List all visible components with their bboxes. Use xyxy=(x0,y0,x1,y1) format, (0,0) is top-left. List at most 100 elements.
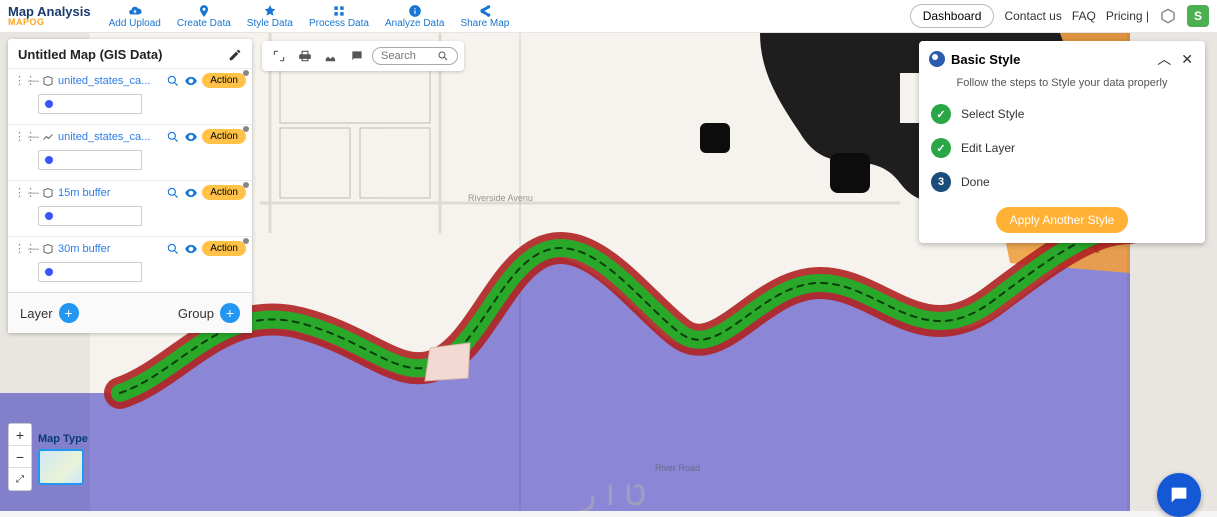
expand-handle-icon[interactable]: — xyxy=(28,243,38,255)
map-search[interactable] xyxy=(372,47,458,65)
fullscreen-button[interactable] xyxy=(268,45,290,67)
nav-create-data[interactable]: Create Data xyxy=(173,4,235,29)
nav-style-data[interactable]: Style Data xyxy=(243,4,297,29)
layer-swatch[interactable] xyxy=(38,94,142,114)
layer-name[interactable]: united_states_ca... xyxy=(58,75,162,87)
apply-another-style-button[interactable]: Apply Another Style xyxy=(996,207,1129,233)
svg-text:Riverside Avenu: Riverside Avenu xyxy=(468,193,533,203)
nav-add-upload[interactable]: Add Upload xyxy=(105,4,165,29)
right-nav: Dashboard Contact us FAQ Pricing | S xyxy=(910,4,1209,28)
layer-swatch[interactable] xyxy=(38,206,142,226)
cube-icon[interactable] xyxy=(1159,7,1177,25)
layer-swatch[interactable] xyxy=(38,150,142,170)
pricing-link[interactable]: Pricing | xyxy=(1106,9,1149,23)
swatch-color-icon xyxy=(45,100,53,108)
top-nav: Map Analysis MAPOG Add Upload Create Dat… xyxy=(0,0,1217,33)
comment-icon xyxy=(350,49,364,63)
zoom-out-button[interactable]: − xyxy=(9,446,31,468)
add-layer-button[interactable]: Layer + xyxy=(20,303,79,323)
nav-share-map[interactable]: Share Map xyxy=(456,4,513,29)
layer-row: ⋮⋮ — 30m buffer Action xyxy=(8,236,252,292)
drag-handle-icon[interactable]: ⋮⋮ xyxy=(14,74,24,87)
nav-label: Analyze Data xyxy=(385,18,444,29)
analyze-icon xyxy=(408,4,422,18)
layer-name[interactable]: 30m buffer xyxy=(58,243,162,255)
pin-icon xyxy=(197,4,211,18)
zoom-to-layer-icon[interactable] xyxy=(166,74,180,88)
style-panel: Basic Style ︿ ✕ Follow the steps to Styl… xyxy=(919,41,1205,243)
check-icon: ✓ xyxy=(931,104,951,124)
layer-swatch[interactable] xyxy=(38,262,142,282)
chat-icon xyxy=(1168,484,1190,506)
footer-layer-label: Layer xyxy=(20,306,53,321)
layer-action-button[interactable]: Action xyxy=(202,73,246,88)
layer-action-button[interactable]: Action xyxy=(202,241,246,256)
expand-handle-icon[interactable]: — xyxy=(28,187,38,199)
search-input[interactable] xyxy=(381,50,431,62)
style-step[interactable]: ✓ Edit Layer xyxy=(919,131,1205,165)
plus-icon: + xyxy=(220,303,240,323)
layer-name[interactable]: united_states_ca... xyxy=(58,131,162,143)
edit-icon[interactable] xyxy=(228,48,242,62)
zoom-to-layer-icon[interactable] xyxy=(166,242,180,256)
layer-name[interactable]: 15m buffer xyxy=(58,187,162,199)
contact-link[interactable]: Contact us xyxy=(1004,9,1061,23)
add-group-button[interactable]: Group + xyxy=(178,303,240,323)
layer-action-button[interactable]: Action xyxy=(202,129,246,144)
nav-items: Add Upload Create Data Style Data Proces… xyxy=(105,4,514,29)
style-step[interactable]: 3Done xyxy=(919,165,1205,199)
dashboard-button[interactable]: Dashboard xyxy=(910,4,995,28)
check-icon: ✓ xyxy=(931,138,951,158)
user-avatar[interactable]: S xyxy=(1187,5,1209,27)
zoom-to-layer-icon[interactable] xyxy=(166,130,180,144)
nav-analyze-data[interactable]: Analyze Data xyxy=(381,4,448,29)
nav-label: Add Upload xyxy=(109,18,161,29)
measure-button[interactable] xyxy=(320,45,342,67)
step-label: Done xyxy=(961,175,990,189)
layer-action-button[interactable]: Action xyxy=(202,185,246,200)
comment-button[interactable] xyxy=(346,45,368,67)
style-panel-icon xyxy=(929,51,945,67)
layer-row: ⋮⋮ — 15m buffer Action xyxy=(8,180,252,236)
cloud-upload-icon xyxy=(128,4,142,18)
svg-text:ט ו ر: ט ו ر xyxy=(578,475,646,511)
measure-icon xyxy=(324,49,338,63)
map-toolbar xyxy=(262,41,464,71)
visibility-toggle-icon[interactable] xyxy=(184,130,198,144)
polygon-layer-icon xyxy=(42,243,54,255)
step-label: Select Style xyxy=(961,107,1024,121)
expand-handle-icon[interactable]: — xyxy=(28,131,38,143)
map-type-label: Map Type xyxy=(38,433,88,445)
layer-row: ⋮⋮ — united_states_ca... Action xyxy=(8,68,252,124)
nav-label: Create Data xyxy=(177,18,231,29)
polygon-layer-icon xyxy=(42,187,54,199)
print-icon xyxy=(298,49,312,63)
zoom-in-button[interactable]: + xyxy=(9,424,31,446)
drag-handle-icon[interactable]: ⋮⋮ xyxy=(14,130,24,143)
map-title: Untitled Map (GIS Data) xyxy=(18,47,162,62)
visibility-toggle-icon[interactable] xyxy=(184,242,198,256)
close-button[interactable]: ✕ xyxy=(1179,51,1195,68)
expand-handle-icon[interactable]: — xyxy=(28,75,38,87)
footer-group-label: Group xyxy=(178,306,214,321)
map-type-thumb[interactable] xyxy=(38,449,84,485)
faq-link[interactable]: FAQ xyxy=(1072,9,1096,23)
visibility-toggle-icon[interactable] xyxy=(184,186,198,200)
swatch-color-icon xyxy=(45,268,53,276)
nav-label: Process Data xyxy=(309,18,369,29)
chat-button[interactable] xyxy=(1157,473,1201,517)
map-type-switcher: Map Type xyxy=(38,433,88,485)
nav-process-data[interactable]: Process Data xyxy=(305,4,373,29)
visibility-toggle-icon[interactable] xyxy=(184,74,198,88)
brand: Map Analysis MAPOG xyxy=(8,5,91,27)
plus-icon: + xyxy=(59,303,79,323)
brand-subtitle: MAPOG xyxy=(8,18,91,27)
style-step[interactable]: ✓ Select Style xyxy=(919,97,1205,131)
zoom-reset-button[interactable]: ⤢ xyxy=(9,468,31,490)
print-button[interactable] xyxy=(294,45,316,67)
step-label: Edit Layer xyxy=(961,141,1015,155)
drag-handle-icon[interactable]: ⋮⋮ xyxy=(14,186,24,199)
drag-handle-icon[interactable]: ⋮⋮ xyxy=(14,242,24,255)
zoom-to-layer-icon[interactable] xyxy=(166,186,180,200)
collapse-button[interactable]: ︿ xyxy=(1155,49,1173,69)
